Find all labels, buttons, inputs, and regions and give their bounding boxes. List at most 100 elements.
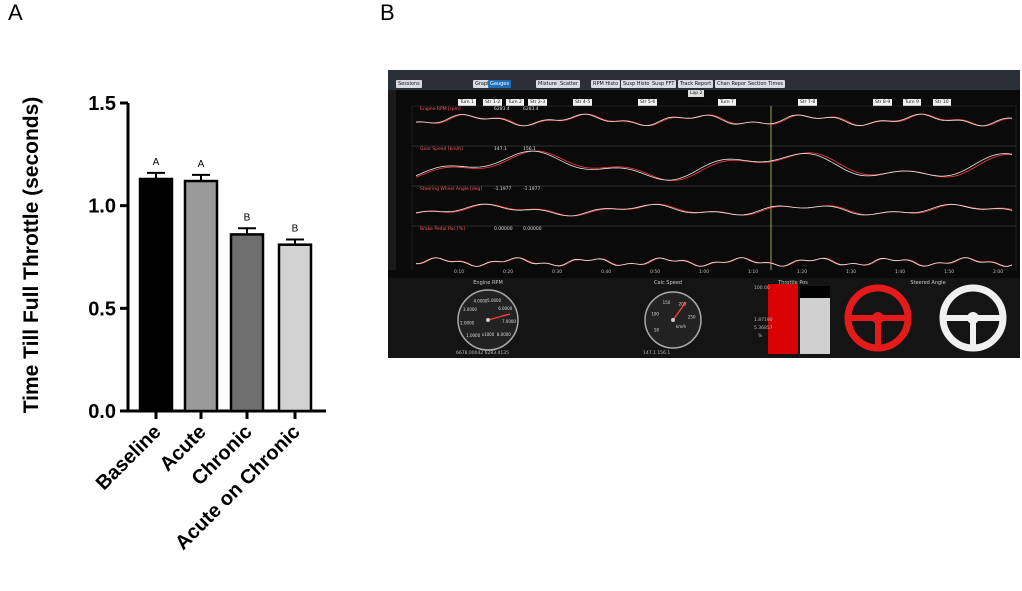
tab-track-report[interactable]: Track Report <box>678 80 714 88</box>
bar-chronic <box>229 233 265 413</box>
channel-value-a: 0.00000 <box>494 227 513 232</box>
gauges: 1.0000 2.0000 3.0000 4.0000 5.0000 6.0000 7.00… <box>457 284 1007 354</box>
time-tick-label: 0:10 <box>454 270 465 275</box>
time-tick-label: 1:10 <box>748 270 759 275</box>
rpm-scale-label: 1.0000 <box>466 333 480 338</box>
tab-chan-report[interactable]: Chan Report <box>715 80 751 88</box>
channel-value-b: 6283.4 <box>523 107 539 112</box>
time-tick-label: 1:40 <box>895 270 906 275</box>
steer-trace-white <box>415 203 1013 217</box>
tab-graph[interactable]: Graph <box>473 80 493 88</box>
throttle-bar-white-empty <box>800 286 830 298</box>
channel-value-a: 6283.4 <box>494 107 510 112</box>
lap-label: Lap 2 <box>688 90 705 97</box>
steering-wheel-red-rim <box>844 284 912 352</box>
y-axis-label: Time Till Full Throttle (seconds) <box>20 97 43 414</box>
throttle-value-b: 5.36857 <box>754 326 773 331</box>
speed-scale-label: 250 <box>688 315 696 320</box>
segment-label: Turn 1 <box>458 99 476 106</box>
rpm-scale-label: 5.0000 <box>487 298 501 303</box>
time-tick-label: 0:40 <box>601 270 612 275</box>
speed-scale-label: 150 <box>663 300 671 305</box>
tab-section-times[interactable]: Section Times <box>746 80 786 88</box>
tab-mixture[interactable]: Mixture <box>536 80 559 88</box>
plot-frame <box>411 105 1017 270</box>
segment-label: Str 7-8 <box>798 99 818 106</box>
tab-susp-histo[interactable]: Susp Histo <box>621 80 652 88</box>
channel-label: Steering Wheel Angle [deg] <box>420 187 483 192</box>
channel-value-a: 147.1 <box>494 147 507 152</box>
tab-sessions[interactable]: Sessions <box>396 80 422 88</box>
channel-value-b: 0.00000 <box>523 227 542 232</box>
speed-gauge-title: Calc Speed <box>654 280 682 286</box>
throttle-scale: 100.00 <box>754 286 770 291</box>
channel-label: Gear Speed [km/h] <box>420 147 463 152</box>
steering-wheel-white-spoke-v <box>970 318 976 345</box>
brake-trace-white <box>415 257 1013 267</box>
segment-label: Turn 9 <box>903 99 921 106</box>
rpm-scale-label: 2.0000 <box>460 321 474 326</box>
throttle-bar-white <box>800 298 830 354</box>
segment-label: Turn 7 <box>718 99 736 106</box>
significance-label: A <box>198 159 205 170</box>
rpm-needle <box>487 313 511 321</box>
time-tick-label: 1:30 <box>846 270 857 275</box>
significance-label: B <box>292 224 299 235</box>
time-tick-label: 1:20 <box>797 270 808 275</box>
bar-acute <box>183 179 219 413</box>
channel-label: Engine RPM [rpm] <box>420 107 461 112</box>
tab-susp-fft[interactable]: Susp FFT <box>650 80 677 88</box>
segment-label: Turn 2 <box>506 99 524 106</box>
rpm-readout: 6678.00042 6283.4135 <box>456 351 509 356</box>
rpm-trace-white <box>415 113 1013 127</box>
rpm-trace-red <box>415 113 1013 127</box>
y-tick-label: 1.0 <box>88 196 116 218</box>
segment-label: Str 4-5 <box>573 99 593 106</box>
tab-scatter[interactable]: Scatter <box>558 80 581 88</box>
telemetry-screenshot: Sessions Graph Gauges Mixture Scatter RPM His… <box>388 70 1020 358</box>
time-tick-label: 0:20 <box>503 270 514 275</box>
rpm-needle-hub <box>486 318 490 322</box>
panel-label-b: B <box>380 0 395 25</box>
channel-value-a: -1.1977 <box>494 187 512 192</box>
segment-label: Str 8-9 <box>873 99 893 106</box>
significance-label: A <box>153 157 160 168</box>
time-tick-label: 0:30 <box>552 270 563 275</box>
rpm-unit: x1000 <box>482 332 495 337</box>
rpm-scale-label: 3.0000 <box>463 307 477 312</box>
segment-label: Str 2-3 <box>528 99 548 106</box>
steering-wheel-red-spoke-v <box>875 318 881 345</box>
speed-scale-label: 100 <box>651 312 659 317</box>
channel-value-b: -1.1977 <box>523 187 541 192</box>
steering-wheel-white-rim <box>939 284 1007 352</box>
speed-readout: 147.1 156.1 <box>643 351 671 356</box>
left-toolstrip <box>388 90 396 270</box>
throttle-bar-red <box>768 284 798 354</box>
segment-label: Str 5-6 <box>638 99 658 106</box>
time-tick-label: 1:00 <box>699 270 710 275</box>
panel-label-a: A <box>8 0 23 25</box>
speed-scale-label: 200 <box>679 302 687 307</box>
steer-gauge-title: Steered Angle <box>910 280 946 286</box>
y-tick-label: 1.5 <box>88 93 116 115</box>
speed-needle <box>672 301 687 321</box>
speed-scale-label: 50 <box>654 328 660 333</box>
time-tick-label: 0:50 <box>650 270 661 275</box>
channel-label: Brake Pedal Pos [%] <box>420 227 465 232</box>
throttle-unit: % <box>758 334 763 339</box>
significance-label: B <box>244 212 251 223</box>
time-tick-label: 1:50 <box>944 270 955 275</box>
bar-chart: 0.0 0.5 1.0 1.5 Time Till Full Throttle (sec… <box>20 93 326 554</box>
speed-trace-white <box>415 150 1013 181</box>
x-tick-label: Baseline <box>92 421 166 495</box>
bar-acute-on-chronic <box>277 243 313 413</box>
throttle-value-a: 1.87190 <box>754 318 773 323</box>
tab-gauges[interactable]: Gauges <box>488 80 511 88</box>
rpm-scale-label: 7.0000 <box>502 319 516 324</box>
y-tick-label: 0.5 <box>88 298 116 320</box>
rpm-gauge-title: Engine RPM <box>473 280 503 286</box>
tab-rpm-histo[interactable]: RPM Histo <box>591 80 621 88</box>
segment-label: Str 1-2 <box>483 99 503 106</box>
rpm-scale-label: 6.0000 <box>498 306 512 311</box>
speed-trace-red <box>415 150 1013 182</box>
